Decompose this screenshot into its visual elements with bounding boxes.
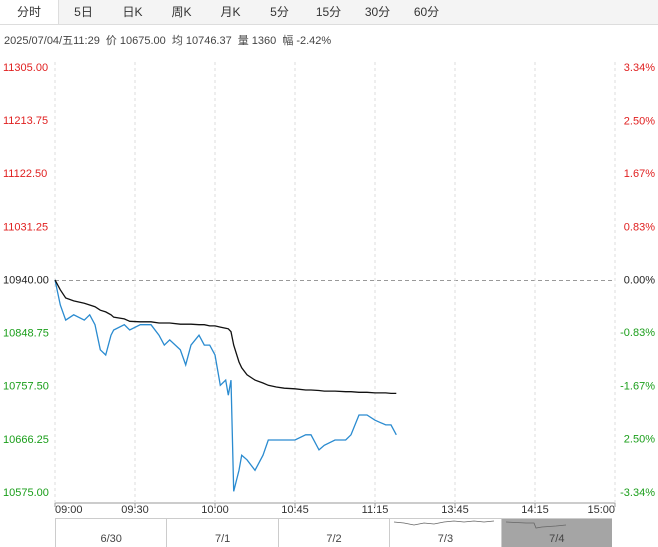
y-tick-label: 11305.00	[3, 62, 48, 74]
tab[interactable]: 30分	[364, 5, 391, 19]
price: 10675.00	[119, 35, 166, 47]
y2-tick-label: 3.34%	[624, 62, 655, 74]
x-tick-label: 11:15	[362, 504, 389, 516]
date-bar: 6/30 7/1 7/2 7/3 7/4	[55, 518, 613, 547]
date-label: 6/30	[100, 533, 122, 545]
x-tick-label: 09:00	[55, 504, 83, 516]
date-label: 7/1	[214, 533, 231, 545]
y-tick-label: 11031.25	[3, 221, 48, 233]
tab[interactable]: 月K	[220, 5, 241, 19]
price-line	[54, 279, 397, 492]
tab[interactable]: 5分	[270, 5, 289, 19]
label: 量	[237, 35, 249, 47]
y-tick-label: 11213.75	[3, 115, 48, 127]
y-tick-label: 11122.50	[3, 168, 47, 180]
amplitude: -2.42%	[296, 35, 332, 47]
date-tab[interactable]: 7/1	[166, 519, 277, 547]
tab[interactable]: 日K	[122, 5, 143, 19]
y2-tick-label: 2.50%	[624, 115, 655, 127]
date-tab[interactable]: 7/3	[389, 519, 500, 547]
y2-tick-label: 1.67%	[624, 168, 655, 180]
y2-tick-label: -3.34%	[620, 487, 655, 499]
thumbnail-line	[505, 521, 566, 529]
label: 价	[105, 35, 117, 47]
chart: 11305.00 11213.75 11122.50 11031.25 10940.00…	[3, 62, 655, 516]
y2-tick-label: 0.00%	[624, 274, 655, 286]
y-tick-label: 10848.75	[3, 328, 49, 340]
y-tick-label: 10757.50	[3, 381, 49, 393]
y2-tick-label: -0.83%	[620, 327, 655, 339]
volume: 1360	[251, 35, 277, 47]
thumbnail	[505, 521, 566, 529]
y-tick-label: 10940.00	[3, 274, 49, 286]
tab[interactable]: 5日	[74, 5, 93, 19]
tab[interactable]: 周K	[171, 5, 192, 19]
date-tab[interactable]: 7/4	[500, 519, 613, 547]
y2-tick-label: 2.50%	[624, 433, 655, 445]
date-label: 7/2	[326, 533, 342, 545]
x-tick-label: 14:15	[521, 504, 549, 516]
label: 均	[171, 35, 183, 47]
tab-bar: 分时 5日 日K 周K 月K 5分 15分 30分 60分	[0, 0, 658, 25]
x-tick-label: 10:00	[201, 504, 229, 516]
y-tick-label: 10575.00	[3, 487, 49, 499]
datetime: 2025/07/04/五11:29	[4, 35, 100, 47]
tab[interactable]: 15分	[315, 5, 342, 19]
x-tick-label: 09:30	[121, 504, 149, 516]
thumbnail-line	[394, 520, 495, 526]
tab[interactable]: 60分	[413, 5, 440, 19]
label: 幅	[282, 35, 294, 47]
y2-tick-label: 0.83%	[624, 222, 655, 234]
thumbnail	[394, 520, 495, 526]
x-tick-label: 10:45	[281, 504, 309, 516]
x-tick-label: 15:00	[587, 504, 615, 516]
date-tab[interactable]: 7/2	[277, 519, 389, 547]
date-tab[interactable]: 6/30	[55, 519, 166, 547]
date-label: 7/3	[437, 533, 454, 545]
tab[interactable]: 分时	[0, 0, 59, 24]
y-tick-label: 10666.25	[3, 434, 49, 446]
y2-tick-label: -1.67%	[620, 381, 655, 393]
price-line	[54, 279, 397, 395]
date-label: 7/4	[549, 533, 565, 545]
avg: 10746.37	[185, 35, 232, 47]
x-tick-label: 13:45	[441, 504, 469, 516]
